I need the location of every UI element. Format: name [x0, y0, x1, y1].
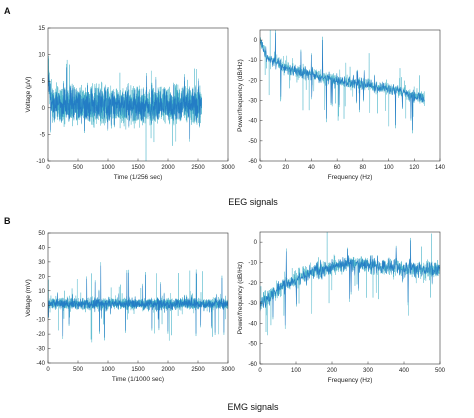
eeg-psd-x-tick-label: 80 [360, 165, 367, 171]
emg-psd-y-tick-label: -50 [248, 342, 257, 348]
emg-time-y-tick-label: 50 [38, 231, 45, 237]
emg-psd-x-tick-label: 400 [399, 368, 410, 374]
eeg-time-y-tick-label: 10 [38, 53, 45, 59]
eeg-time-x-tick-label: 3000 [221, 165, 235, 171]
emg-time-series [48, 265, 228, 338]
emg-psd-x-tick-label: 0 [258, 368, 262, 374]
eeg-psd-y-tick-label: -10 [248, 58, 257, 64]
emg-time-y-tick-label: 30 [38, 260, 45, 266]
eeg-psd-series-group [260, 30, 425, 134]
eeg-time-x-tick-label: 1000 [101, 165, 115, 171]
emg-psd-x-axis-label: Frequency (Hz) [328, 377, 373, 384]
emg-time-x-axis-label: Time (1/1000 sec) [112, 376, 164, 383]
eeg-time-x-tick-label: 1500 [131, 165, 145, 171]
eeg-time-y-axis-label: Voltage (μV) [25, 77, 32, 113]
emg-psd-y-tick-label: -20 [248, 281, 257, 287]
eeg-time-x-tick-label: 0 [46, 165, 50, 171]
emg-time-y-tick-label: 10 [38, 289, 45, 295]
emg-time-series-group [48, 262, 228, 343]
panel-label-a: A [4, 6, 11, 16]
emg-caption: EMG signals [227, 402, 279, 412]
eeg-time-x-tick-label: 500 [73, 165, 84, 171]
emg-time-y-tick-label: -10 [36, 318, 45, 324]
eeg-time-y-tick-label: -10 [36, 159, 45, 165]
eeg-psd-y-tick-label: -40 [248, 119, 257, 125]
eeg-time-y-tick-label: 0 [42, 106, 46, 112]
eeg-time-chart: 0 500 1000 1500 2000 2500 3000 -10 -5 0 5 10 15 Time … [25, 26, 235, 181]
emg-psd-series-group [260, 232, 440, 336]
eeg-caption: EEG signals [228, 197, 278, 207]
eeg-time-x-tick-label: 2500 [191, 165, 205, 171]
eeg-time-x-tick-label: 2000 [161, 165, 175, 171]
emg-time-x-tick-label: 3000 [221, 367, 235, 373]
eeg-time-series [48, 67, 202, 139]
eeg-time-series-group [48, 55, 202, 161]
eeg-psd-y-tick-label: -60 [248, 159, 257, 165]
eeg-psd-y-tick-label: -20 [248, 78, 257, 84]
eeg-psd-x-tick-label: 20 [282, 165, 289, 171]
emg-time-x-tick-label: 1500 [131, 367, 145, 373]
emg-time-y-tick-label: -30 [36, 347, 45, 353]
panel-label-b: B [4, 216, 11, 226]
eeg-time-y-tick-label: -5 [40, 132, 46, 138]
eeg-psd-series [260, 32, 425, 131]
eeg-psd-y-tick-label: 0 [254, 38, 258, 44]
emg-psd-y-tick-label: -40 [248, 321, 257, 327]
emg-psd-x-tick-label: 100 [291, 368, 302, 374]
emg-psd-x-tick-label: 500 [435, 368, 446, 374]
eeg-psd-y-tick-label: -50 [248, 139, 257, 145]
eeg-time-series-light [48, 55, 202, 161]
emg-time-y-tick-label: -40 [36, 361, 45, 367]
eeg-psd-x-tick-label: 140 [435, 165, 446, 171]
emg-psd-y-tick-label: -10 [248, 260, 257, 266]
eeg-psd-series-light [260, 30, 425, 134]
emg-time-chart: 0 500 1000 1500 2000 2500 3000 -40 -30 -20 -10 0 10 2… [25, 231, 235, 383]
eeg-time-y-tick-label: 5 [42, 79, 46, 85]
eeg-psd-plot-frame [259, 29, 441, 162]
eeg-psd-x-tick-label: 120 [409, 165, 420, 171]
emg-time-y-tick-label: -20 [36, 332, 45, 338]
eeg-psd-x-tick-label: 0 [258, 165, 262, 171]
emg-time-x-tick-label: 0 [46, 367, 50, 373]
eeg-psd-y-axis-label: Power/frequency (dB/Hz) [237, 59, 244, 132]
emg-time-y-tick-label: 20 [38, 274, 45, 280]
emg-time-x-tick-label: 2500 [191, 367, 205, 373]
emg-time-x-tick-label: 1000 [101, 367, 115, 373]
eeg-psd-chart: 0 20 40 60 80 100 120 140 -60 -50 -40 -30 -20 -10 0 Fre… [237, 29, 446, 181]
eeg-psd-x-axis-label: Frequency (Hz) [328, 174, 373, 181]
emg-time-x-tick-label: 500 [73, 367, 84, 373]
emg-psd-x-tick-label: 300 [363, 368, 374, 374]
eeg-psd-y-tick-label: -30 [248, 99, 257, 105]
emg-psd-plot-frame [259, 231, 441, 365]
emg-time-y-tick-label: 40 [38, 245, 45, 251]
emg-psd-x-tick-label: 200 [327, 368, 338, 374]
emg-psd-y-tick-label: 0 [254, 240, 258, 246]
eeg-psd-x-tick-label: 40 [308, 165, 315, 171]
emg-psd-y-tick-label: -30 [248, 301, 257, 307]
emg-psd-chart: 0 100 200 300 400 500 -60 -50 -40 -30 -20 -10 0 Frequ… [237, 231, 446, 384]
emg-psd-y-tick-label: -60 [248, 362, 257, 368]
emg-time-y-axis-label: Voltage (mV) [25, 279, 32, 317]
emg-psd-series [260, 240, 440, 326]
emg-time-x-tick-label: 2000 [161, 367, 175, 373]
charts: 0 500 1000 1500 2000 2500 3000-10-5051015Time … [25, 26, 446, 384]
eeg-time-x-axis-label: Time (1/256 sec) [114, 174, 163, 181]
eeg-psd-x-tick-label: 60 [334, 165, 341, 171]
emg-time-y-tick-label: 0 [42, 303, 46, 309]
eeg-psd-x-tick-label: 100 [384, 165, 395, 171]
emg-psd-y-axis-label: Power/frequency (dB/Hz) [237, 262, 244, 335]
eeg-time-y-tick-label: 15 [38, 26, 45, 32]
